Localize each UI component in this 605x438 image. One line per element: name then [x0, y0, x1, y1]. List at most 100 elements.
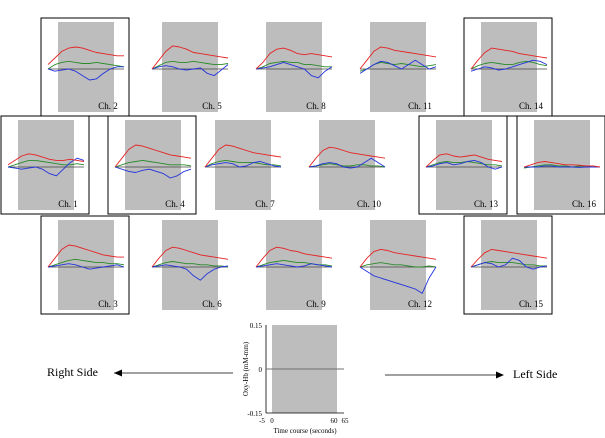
channel-label: Ch. 10	[357, 199, 382, 209]
red-trace	[470, 47, 548, 70]
blue-trace	[204, 161, 282, 168]
channel-label: Ch. 14	[519, 101, 544, 111]
channel-label: Ch. 9	[306, 299, 326, 309]
red-trace	[523, 161, 601, 168]
legend-ytick-zero: 0	[259, 366, 263, 374]
left-side-arrow	[385, 371, 504, 379]
channel-panel-ch-13: Ch. 13	[418, 115, 508, 215]
blue-trace	[7, 157, 85, 177]
red-trace	[359, 46, 437, 70]
blue-trace	[425, 159, 503, 170]
task-block	[266, 22, 322, 112]
channel-panel-ch-10: Ch. 10	[308, 120, 386, 210]
task-block	[58, 220, 114, 310]
right-side-label: Right Side	[47, 365, 99, 379]
right-arrowhead-icon	[496, 371, 504, 379]
task-block	[436, 120, 492, 210]
red-trace	[359, 248, 437, 268]
channel-panel-ch-9: Ch. 9	[255, 220, 333, 310]
channel-label: Ch. 3	[98, 299, 118, 309]
channel-panel-ch-4: Ch. 4	[107, 115, 197, 215]
task-block	[162, 22, 218, 112]
legend-ytick-top: 0.15	[250, 322, 263, 330]
legend-xtick-60: 60	[331, 417, 339, 425]
red-trace	[470, 248, 548, 268]
red-trace	[47, 244, 124, 268]
legend-xlabel: Time course (seconds)	[273, 427, 337, 435]
blue-trace	[308, 157, 386, 169]
channel-panel-ch-5: Ch. 5	[151, 22, 229, 112]
task-block	[266, 220, 322, 310]
channel-label: Ch. 15	[519, 299, 544, 309]
green-trace	[255, 60, 332, 70]
green-trace	[47, 258, 125, 268]
red-trace	[114, 144, 192, 168]
red-trace	[151, 45, 229, 70]
task-block	[58, 22, 114, 112]
green-trace	[308, 163, 386, 168]
red-trace	[204, 144, 282, 168]
channel-panel-ch-3: Ch. 3	[40, 215, 130, 315]
panel-frame	[40, 215, 130, 315]
channel-panel-ch-2: Ch. 2	[40, 17, 130, 117]
channel-label: Ch. 6	[202, 299, 222, 309]
panel-frame	[107, 115, 197, 215]
legend-axis-panel: 0.15 0 -0.15 -5 0 60 65 Time course (sec…	[242, 322, 349, 435]
green-trace	[151, 261, 229, 268]
blue-trace	[255, 61, 333, 79]
panel-frame	[463, 215, 553, 315]
channel-panels: Ch. 2 Ch. 5 Ch. 8 Ch. 11 Ch. 14 Ch. 1 Ch. 4 Ch.…	[0, 17, 605, 315]
channel-panel-ch-8: Ch. 8	[255, 22, 333, 112]
blue-trace	[359, 266, 437, 294]
red-trace	[47, 46, 124, 65]
channel-label: Ch. 5	[202, 101, 222, 111]
channel-label: Ch. 1	[58, 199, 78, 209]
right-side-arrow	[114, 369, 233, 377]
blue-trace	[255, 263, 333, 268]
legend-xtick-neg5: -5	[259, 417, 265, 425]
red-trace	[151, 246, 229, 268]
blue-trace	[524, 165, 600, 168]
blue-trace	[47, 66, 124, 81]
blue-trace	[470, 59, 548, 72]
left-side-label: Left Side	[513, 367, 558, 381]
blue-trace	[470, 257, 548, 270]
channel-label: Ch. 4	[165, 199, 185, 209]
blue-trace	[114, 166, 192, 179]
legend-ylabel: Oxy-Hb (mM-mm)	[242, 341, 250, 396]
task-block	[481, 22, 537, 112]
panel-frame	[418, 115, 508, 215]
legend-xtick-65: 65	[342, 417, 350, 425]
task-block	[215, 120, 271, 210]
channel-panel-ch-16: Ch. 16	[516, 115, 605, 215]
legend-ytick-bottom: -0.15	[247, 410, 262, 418]
channel-label: Ch. 16	[572, 199, 597, 209]
green-trace	[470, 60, 548, 70]
green-trace	[359, 262, 437, 268]
red-trace	[425, 153, 503, 168]
red-trace	[7, 153, 85, 166]
channel-panel-ch-1: Ch. 1	[0, 115, 90, 215]
green-trace	[47, 60, 125, 70]
blue-trace	[151, 264, 229, 281]
green-trace	[151, 60, 229, 70]
left-arrowhead-icon	[114, 369, 122, 377]
red-trace	[255, 246, 333, 268]
channel-panel-ch-12: Ch. 12	[359, 220, 437, 310]
panel-frame	[0, 115, 90, 215]
channel-label: Ch. 13	[474, 199, 499, 209]
legend-xtick-0: 0	[270, 417, 274, 425]
green-trace	[425, 161, 503, 168]
green-trace	[7, 159, 85, 168]
channel-panel-ch-15: Ch. 15	[463, 215, 553, 315]
channel-panel-ch-11: Ch. 11	[359, 22, 437, 112]
channel-panel-ch-14: Ch. 14	[463, 17, 553, 117]
channel-panel-ch-7: Ch. 7	[204, 120, 282, 210]
channel-label: Ch. 11	[408, 101, 432, 111]
channel-label: Ch. 8	[306, 101, 326, 111]
panel-frame	[516, 115, 605, 215]
blue-trace	[151, 64, 229, 77]
red-trace	[308, 146, 386, 168]
channel-label: Ch. 2	[98, 101, 118, 111]
